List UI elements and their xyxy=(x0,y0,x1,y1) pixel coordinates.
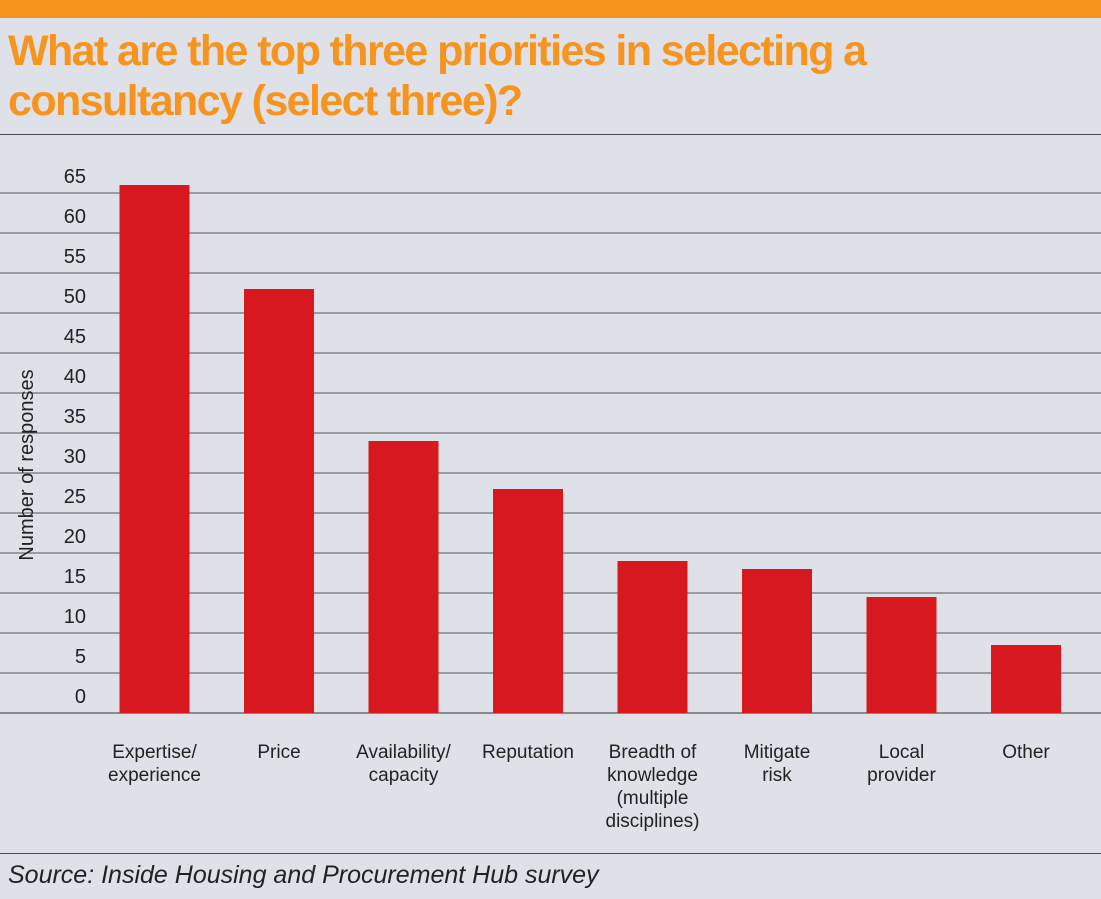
y-tick-label: 35 xyxy=(64,406,86,428)
bar xyxy=(119,185,190,713)
source-note: Source: Inside Housing and Procurement H… xyxy=(8,861,599,889)
x-tick-label-line: Expertise/ xyxy=(112,742,197,763)
y-tick-label: 15 xyxy=(64,566,86,588)
x-tick-label: Mitigate risk xyxy=(744,742,811,786)
x-tick-label-line: Other xyxy=(1002,742,1050,763)
chart-title: What are the top three priorities in sel… xyxy=(8,27,867,125)
footer-divider xyxy=(0,853,1101,854)
bar xyxy=(617,561,688,713)
x-tick-label: Other xyxy=(1002,742,1050,763)
y-tick-label: 25 xyxy=(64,486,86,508)
x-tick-label-line: Breadth of xyxy=(609,742,697,763)
y-tick-label: 5 xyxy=(75,646,86,668)
bars xyxy=(119,185,1061,713)
x-tick-label-line: risk xyxy=(762,765,792,786)
y-tick-label: 20 xyxy=(64,526,86,548)
x-tick-label-line: experience xyxy=(108,765,201,786)
y-tick-label: 45 xyxy=(64,326,86,348)
y-tick-label: 65 xyxy=(64,166,86,188)
x-tick-label-line: Availability/ xyxy=(356,742,451,763)
x-tick-label-line: Price xyxy=(257,742,300,763)
y-tick-label: 30 xyxy=(64,446,86,468)
bar-chart: 0 5 10 15 20 25 30 35 40 45 50 55 60 65 Expertise/exp… xyxy=(0,166,1101,832)
bar xyxy=(244,289,314,713)
top-accent-bar xyxy=(0,0,1101,18)
x-axis-labels: Expertise/experience Price Availability/ca… xyxy=(108,742,1050,832)
bar xyxy=(368,441,439,713)
x-tick-label-line: Local xyxy=(879,742,924,763)
x-tick-label: Breadth of knowledge (multiple disciplines) xyxy=(606,742,700,832)
y-axis-ticks: 0 5 10 15 20 25 30 35 40 45 50 55 60 65 xyxy=(64,166,86,708)
y-tick-label: 60 xyxy=(64,206,86,228)
y-tick-label: 40 xyxy=(64,366,86,388)
x-tick-label-line: Reputation xyxy=(482,742,574,763)
title-divider xyxy=(0,134,1101,135)
x-tick-label: Availability/capacity xyxy=(356,742,451,786)
x-tick-label: Local provider xyxy=(867,742,936,786)
x-tick-label-line: disciplines) xyxy=(606,811,700,832)
x-tick-label-line: Mitigate xyxy=(744,742,811,763)
y-tick-label: 10 xyxy=(64,606,86,628)
bar xyxy=(742,569,812,713)
y-tick-label: 50 xyxy=(64,286,86,308)
x-tick-label: Expertise/experience xyxy=(108,742,201,786)
x-tick-label: Price xyxy=(257,742,300,763)
bar xyxy=(991,645,1061,713)
bar xyxy=(493,489,563,713)
x-tick-label-line: knowledge xyxy=(607,765,698,786)
x-tick-label-line: capacity xyxy=(369,765,439,786)
y-tick-label: 0 xyxy=(75,686,86,708)
bar xyxy=(866,597,937,713)
y-tick-label: 55 xyxy=(64,246,86,268)
y-axis-label: Number of responses xyxy=(16,369,38,560)
x-tick-label-line: provider xyxy=(867,765,936,786)
x-tick-label-line: (multiple xyxy=(617,788,689,809)
x-tick-label: Reputation xyxy=(482,742,574,763)
